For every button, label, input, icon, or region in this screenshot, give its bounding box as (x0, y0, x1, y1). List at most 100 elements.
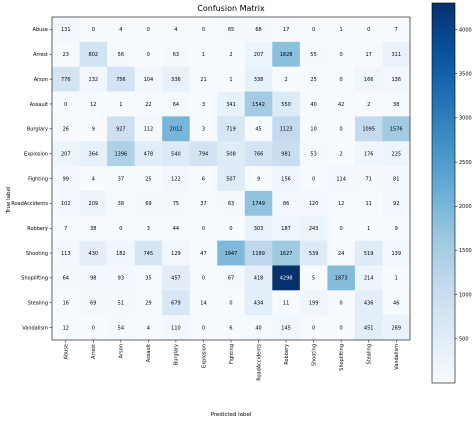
cell-value-label: 4298 (280, 276, 293, 282)
heatmap-cell (189, 91, 218, 117)
heatmap-cell (382, 265, 411, 291)
cell-value-label: 0 (92, 325, 95, 331)
cell-value-label: 508 (226, 151, 236, 157)
cell-value-label: 14 (200, 301, 206, 307)
cell-value-label: 981 (281, 151, 291, 157)
heatmap-cell (162, 91, 190, 117)
heatmap-cell (272, 66, 301, 92)
heatmap-cell (272, 116, 301, 142)
cell-value-label: 40 (255, 325, 261, 331)
heatmap-cell (189, 141, 218, 167)
heatmap-cell (79, 265, 108, 291)
heatmap-cell (52, 215, 80, 241)
heatmap-cell (189, 41, 218, 67)
cell-value-label: 12 (338, 201, 344, 207)
cell-value-label: 4 (174, 27, 177, 33)
cell-value-label: 207 (254, 52, 264, 58)
cell-value-label: 92 (393, 201, 399, 207)
colorbar: 500 1000 1500 2000 2500 3000 3500 4000 (431, 2, 472, 384)
cell-value-label: 26 (63, 127, 69, 133)
heatmap-cell (107, 290, 135, 316)
heatmap-cell (189, 265, 218, 291)
cell-value-label: 1189 (252, 251, 265, 257)
cell-value-label: 93 (118, 276, 124, 282)
cell-value-label: 0 (64, 102, 67, 108)
cell-value-label: 209 (89, 201, 99, 207)
heatmap-cell (299, 166, 328, 192)
cell-value-label: 1 (202, 52, 205, 58)
cell-value-label: 341 (226, 102, 236, 108)
y-tick-label: Abuse (33, 27, 48, 33)
heatmap-cell (162, 166, 190, 192)
cell-value-label: 99 (63, 176, 69, 182)
cell-value-label: 1749 (252, 201, 265, 207)
cell-value-label: 81 (393, 176, 399, 182)
heatmap-cell (134, 290, 163, 316)
heatmap-cell (244, 166, 273, 192)
heatmap-cell (327, 240, 356, 266)
cell-value-label: 0 (340, 325, 343, 331)
heatmap-cell (327, 91, 356, 117)
heatmap-cell (272, 141, 301, 167)
cell-value-label: 507 (226, 176, 236, 182)
cell-value-label: 64 (63, 276, 69, 282)
cell-value-label: 104 (144, 77, 154, 83)
cell-value-label: 451 (364, 325, 374, 331)
colorbar-tick-label: 500 (459, 337, 469, 343)
cell-value-label: 166 (364, 77, 374, 83)
heatmap-cell (299, 215, 328, 241)
cell-value-label: 46 (393, 301, 399, 307)
cell-value-label: 289 (391, 325, 401, 331)
x-tick-label: Abuse (64, 344, 70, 359)
plot-frame (51, 16, 411, 341)
heatmap-cell (52, 17, 80, 43)
heatmap-cell (134, 215, 163, 241)
cell-value-label: 102 (61, 201, 71, 207)
heatmap-cell (162, 116, 190, 142)
cell-value-label: 745 (144, 251, 154, 257)
cell-value-label: 2 (367, 102, 370, 108)
cell-value-label: 9 (92, 127, 95, 133)
cell-value-label: 0 (312, 176, 315, 182)
cell-value-label: 145 (281, 325, 291, 331)
heatmap-cell (107, 91, 135, 117)
cell-value-label: 98 (90, 276, 96, 282)
cell-value-label: 11 (366, 201, 372, 207)
colorbar-tick-label: 3500 (459, 72, 472, 78)
cell-value-label: 0 (229, 226, 232, 232)
cell-value-label: 42 (338, 102, 344, 108)
colorbar-tick-label: 3000 (459, 116, 472, 122)
heatmap-cell (107, 315, 135, 341)
cell-value-label: 3 (202, 102, 205, 108)
heatmap-cell (79, 116, 108, 142)
cell-value-label: 0 (147, 27, 150, 33)
cell-value-label: 64 (173, 102, 179, 108)
heatmap-cell (354, 166, 383, 192)
heatmap-cell (244, 265, 273, 291)
cell-value-label: 45 (255, 127, 261, 133)
heatmap-cell (107, 265, 135, 291)
heatmap-cell (79, 166, 108, 192)
cell-value-label: 214 (364, 276, 374, 282)
heatmap-cell (354, 116, 383, 142)
y-tick-label: Shooting (26, 251, 48, 257)
heatmap-cell (79, 17, 108, 43)
heatmap-cell (244, 141, 273, 167)
x-tick-label: Explosion (201, 344, 207, 368)
cell-value-label: 1095 (362, 127, 375, 133)
cell-value-label: 136 (391, 77, 401, 83)
cell-value-label: 9 (395, 226, 398, 232)
heatmap-cell (382, 66, 411, 92)
heatmap-cell (134, 66, 163, 92)
cell-value-label: 3 (147, 226, 150, 232)
y-tick-label: Vandalism (22, 325, 48, 331)
cell-value-label: 29 (145, 301, 151, 307)
heatmap-cell (327, 41, 356, 67)
x-tick-label: Shoplifting (339, 344, 345, 371)
cell-value-label: 75 (173, 201, 179, 207)
heatmap-cell (162, 41, 190, 67)
cell-value-label: 63 (228, 201, 234, 207)
cell-value-label: 338 (254, 77, 264, 83)
cell-value-label: 243 (309, 226, 319, 232)
cell-value-label: 6 (202, 176, 205, 182)
